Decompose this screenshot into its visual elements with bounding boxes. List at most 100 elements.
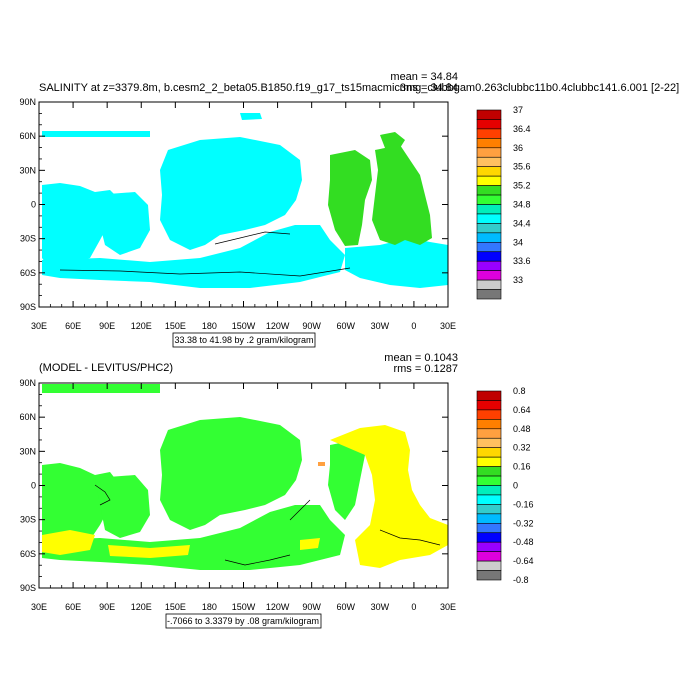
panel1-contour-info: 33.38 to 41.98 by .2 gram/kilogram xyxy=(174,335,313,345)
colorbar-swatch xyxy=(476,485,502,496)
colorbar-label: -0.8 xyxy=(513,575,529,585)
colorbar-swatch xyxy=(476,204,502,215)
colorbar-label: 35.2 xyxy=(513,181,531,191)
x-tick-label: 150E xyxy=(165,602,186,612)
x-tick-label: 180 xyxy=(202,602,217,612)
colorbar-swatch xyxy=(476,147,502,158)
x-tick-label: 30E xyxy=(440,321,456,331)
y-tick-label: 90S xyxy=(20,583,36,593)
x-tick-label: 150E xyxy=(165,321,186,331)
x-tick-label: 30E xyxy=(440,602,456,612)
x-tick-label: 0 xyxy=(411,321,416,331)
colorbar-label: -0.32 xyxy=(513,518,534,528)
colorbar-label: 0.32 xyxy=(513,443,531,453)
x-tick-label: 30W xyxy=(371,602,390,612)
x-tick-label: 120E xyxy=(131,321,152,331)
panel1-y-ticks: 90N 60N 30N 0 30S 60S 90S xyxy=(19,97,448,312)
colorbar-swatch xyxy=(476,289,502,300)
colorbar-swatch xyxy=(476,532,502,543)
x-tick-label: 0 xyxy=(411,602,416,612)
colorbar-label: 33.6 xyxy=(513,256,531,266)
colorbar-swatch xyxy=(476,175,502,186)
colorbar-swatch xyxy=(476,390,502,401)
x-tick-label: 120W xyxy=(266,321,290,331)
colorbar-swatch xyxy=(476,260,502,271)
colorbar-label: 36.4 xyxy=(513,124,531,134)
colorbar-swatch xyxy=(476,551,502,562)
colorbar-swatch xyxy=(476,437,502,448)
colorbar-label: -0.16 xyxy=(513,499,534,509)
colorbar-label: 36 xyxy=(513,143,523,153)
colorbar-label: 34 xyxy=(513,237,523,247)
x-tick-label: 90E xyxy=(99,321,115,331)
colorbar-swatch xyxy=(476,119,502,130)
colorbar-swatch xyxy=(476,251,502,262)
y-tick-label: 90S xyxy=(20,302,36,312)
panel2-x-ticks: 30E 60E 90E 120E 150E 180 150W 120W 90W 60W 30W 0 30… xyxy=(31,383,456,612)
colorbar-swatch xyxy=(476,109,502,120)
x-tick-label: 90E xyxy=(99,602,115,612)
colorbar-swatch xyxy=(476,223,502,234)
panel2-rms: rms = 0.1287 xyxy=(393,363,458,375)
colorbar-swatch xyxy=(476,475,502,486)
y-tick-label: 60S xyxy=(20,549,36,559)
y-tick-label: 60S xyxy=(20,268,36,278)
panel1-mean: mean = 34.84 xyxy=(390,71,458,83)
panel2-colorbar: 0.8 0.64 0.48 0.32 0.16 0 -0.16 -0.32 -0.48 -0.64… xyxy=(476,386,534,585)
panel1-colorbar: 37 36.4 36 35.6 35.2 34.8 34.4 34 33.6 33 xyxy=(476,105,531,300)
panel2-mean: mean = 0.1043 xyxy=(384,352,458,364)
colorbar-swatch xyxy=(476,156,502,167)
x-tick-label: 120W xyxy=(266,602,290,612)
y-tick-label: 30N xyxy=(19,165,36,175)
colorbar-swatch xyxy=(476,504,502,515)
colorbar-swatch xyxy=(476,400,502,411)
x-tick-label: 30E xyxy=(31,321,47,331)
colorbar-swatch xyxy=(476,194,502,205)
x-tick-label: 120E xyxy=(131,602,152,612)
panel1-contour-info-box xyxy=(172,332,316,348)
colorbar-label: 35.6 xyxy=(513,162,531,172)
x-tick-label: 150W xyxy=(232,602,256,612)
y-tick-label: 0 xyxy=(31,481,36,491)
panel2-title: (MODEL - LEVITUS/PHC2) xyxy=(39,362,173,374)
colorbar-swatch xyxy=(476,541,502,552)
y-tick-label: 30N xyxy=(19,446,36,456)
colorbar-label: 0.8 xyxy=(513,386,526,396)
x-tick-label: 150W xyxy=(232,321,256,331)
panel2-contour-info: -.7066 to 3.3379 by .08 gram/kilogram xyxy=(167,616,319,626)
panel-salinity: SALINITY at z=3379.8m, b.cesm2_2_beta05.… xyxy=(19,71,679,348)
panel2-contour-info-box xyxy=(165,613,322,629)
panel2-map-field xyxy=(42,384,448,570)
y-tick-label: 0 xyxy=(31,200,36,210)
colorbar-swatch xyxy=(476,419,502,430)
colorbar-swatch xyxy=(476,213,502,224)
colorbar-label: 33 xyxy=(513,275,523,285)
x-tick-label: 180 xyxy=(202,321,217,331)
panel1-rms: rms = 34.84 xyxy=(400,82,458,94)
colorbar-label: -0.64 xyxy=(513,556,534,566)
x-tick-label: 30W xyxy=(371,321,390,331)
colorbar-label: 34.8 xyxy=(513,200,531,210)
x-tick-label: 60E xyxy=(65,321,81,331)
colorbar-swatch xyxy=(476,494,502,505)
colorbar-swatch xyxy=(476,560,502,571)
x-tick-label: 60W xyxy=(336,602,355,612)
panel1-x-ticks: 30E 60E 90E 120E 150E 180 150W 120W 90W 60W 30W 0 30… xyxy=(31,102,456,331)
colorbar-swatch xyxy=(476,447,502,458)
colorbar-swatch xyxy=(476,409,502,420)
y-tick-label: 60N xyxy=(19,131,36,141)
colorbar-label: 34.4 xyxy=(513,218,531,228)
y-tick-label: 90N xyxy=(19,378,36,388)
colorbar-swatch xyxy=(476,456,502,467)
panel2-y-ticks: 90N 60N 30N 0 30S 60S 90S xyxy=(19,378,448,593)
x-tick-label: 90W xyxy=(302,321,321,331)
y-tick-label: 30S xyxy=(20,234,36,244)
colorbar-swatch xyxy=(476,185,502,196)
colorbar-swatch xyxy=(476,166,502,177)
colorbar-swatch xyxy=(476,428,502,439)
colorbar-label: 0.16 xyxy=(513,462,531,472)
colorbar-label: 0.64 xyxy=(513,405,531,415)
colorbar-swatch xyxy=(476,232,502,243)
x-tick-label: 60W xyxy=(336,321,355,331)
